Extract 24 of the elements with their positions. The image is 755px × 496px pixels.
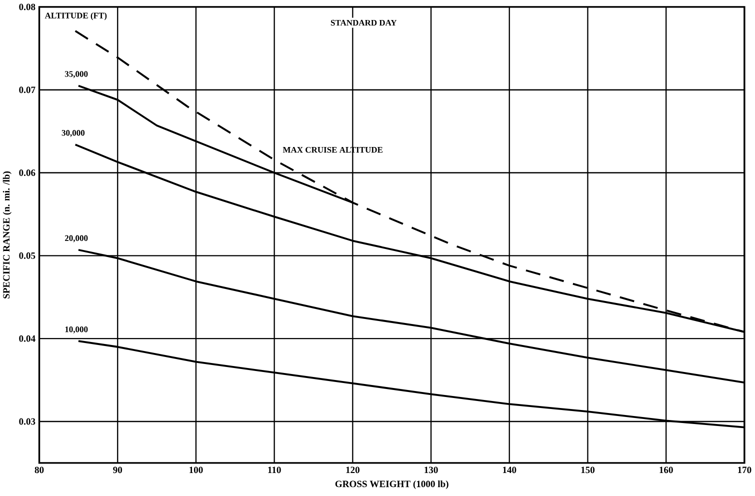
series-label: 30,000	[62, 130, 85, 137]
y-tick-label: 0.08	[19, 4, 36, 10]
y-tick-label: 0.04	[19, 335, 36, 342]
annotation: STANDARD DAY	[330, 20, 397, 26]
series-label: 35,000	[64, 71, 88, 78]
x-tick-label: 160	[660, 466, 673, 474]
x-tick-label: 130	[424, 466, 438, 474]
x-tick-label: 80	[34, 466, 44, 474]
series-label: 10,000	[65, 326, 88, 334]
y-axis-title: SPECIFIC RANGE (n. mi. /lb)	[2, 171, 12, 298]
y-tick-label: 0.03	[19, 418, 36, 425]
series-label: 20,000	[64, 235, 88, 242]
x-tick-label: 120	[346, 466, 360, 474]
x-tick-label: 110	[268, 466, 281, 474]
x-tick-label: 140	[502, 466, 516, 474]
x-tick-label: 90	[113, 466, 122, 474]
x-tick-label: 100	[190, 466, 203, 474]
y-tick-label: 0.05	[19, 252, 36, 259]
x-tick-label: 150	[581, 466, 595, 474]
x-axis-title: GROSS WEIGHT (1000 lb)	[335, 480, 448, 490]
y-tick-label: 0.06	[19, 169, 36, 176]
legend-title: ALTITUDE (FT)	[44, 12, 107, 20]
x-tick-label: 170	[738, 466, 752, 474]
y-tick-label: 0.07	[19, 86, 36, 94]
